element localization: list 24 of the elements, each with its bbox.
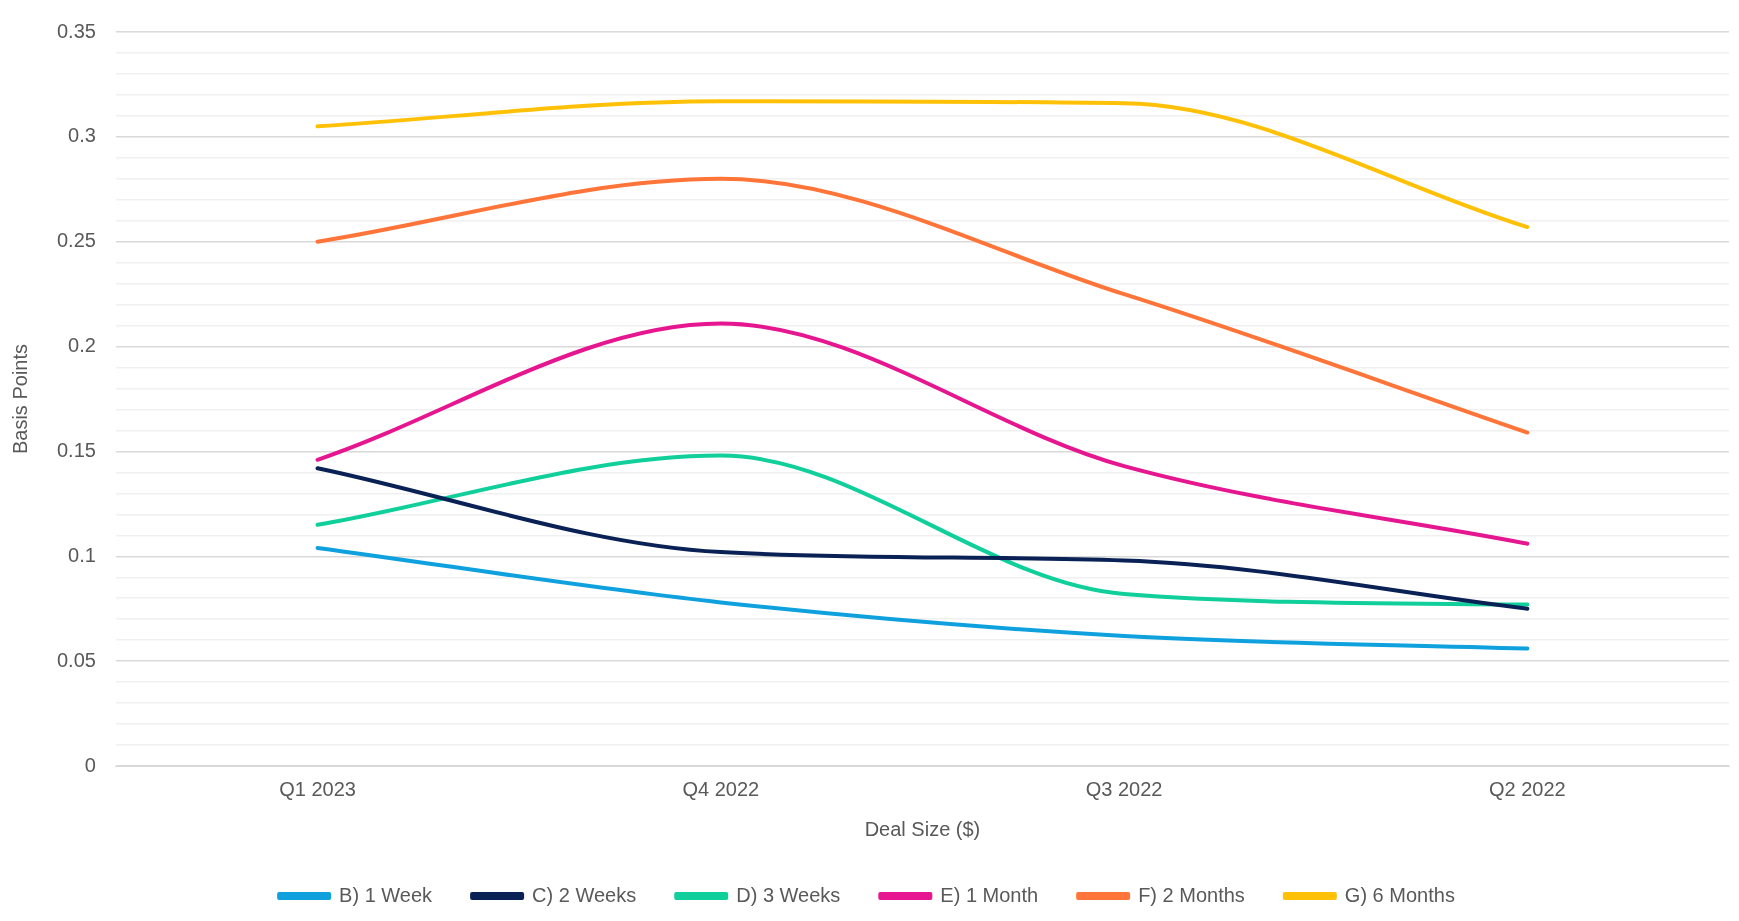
y-tick-label: 0.1 xyxy=(68,543,96,566)
y-tick-label: 0.05 xyxy=(56,648,96,671)
x-tick-label: Q3 2022 xyxy=(1085,777,1163,800)
y-axis-title: Basis Points xyxy=(8,343,31,455)
x-tick-label: Q4 2022 xyxy=(682,777,760,800)
legend-label: E) 1 Month xyxy=(940,883,1039,906)
y-tick-label: 0.25 xyxy=(56,229,96,252)
y-tick-label: 0.15 xyxy=(56,438,96,461)
legend-label: G) 6 Months xyxy=(1344,883,1455,906)
legend-label: C) 2 Weeks xyxy=(532,883,637,906)
x-tick-label: Q2 2022 xyxy=(1489,777,1566,800)
x-axis-title: Deal Size ($) xyxy=(864,817,981,840)
legend-label: D) 3 Weeks xyxy=(736,883,841,906)
line-series xyxy=(315,176,1530,435)
y-tick-label: 0.2 xyxy=(68,334,96,357)
x-tick-label: Q1 2023 xyxy=(279,777,356,800)
line-series xyxy=(315,545,1530,651)
legend-label: B) 1 Week xyxy=(339,883,434,906)
legend-label: F) 2 Months xyxy=(1138,883,1245,906)
line-series xyxy=(315,321,1530,546)
y-tick-label: 0.35 xyxy=(56,19,96,42)
y-tick-label: 0 xyxy=(84,753,96,776)
y-tick-label: 0.3 xyxy=(68,124,96,147)
line-series xyxy=(315,99,1530,230)
